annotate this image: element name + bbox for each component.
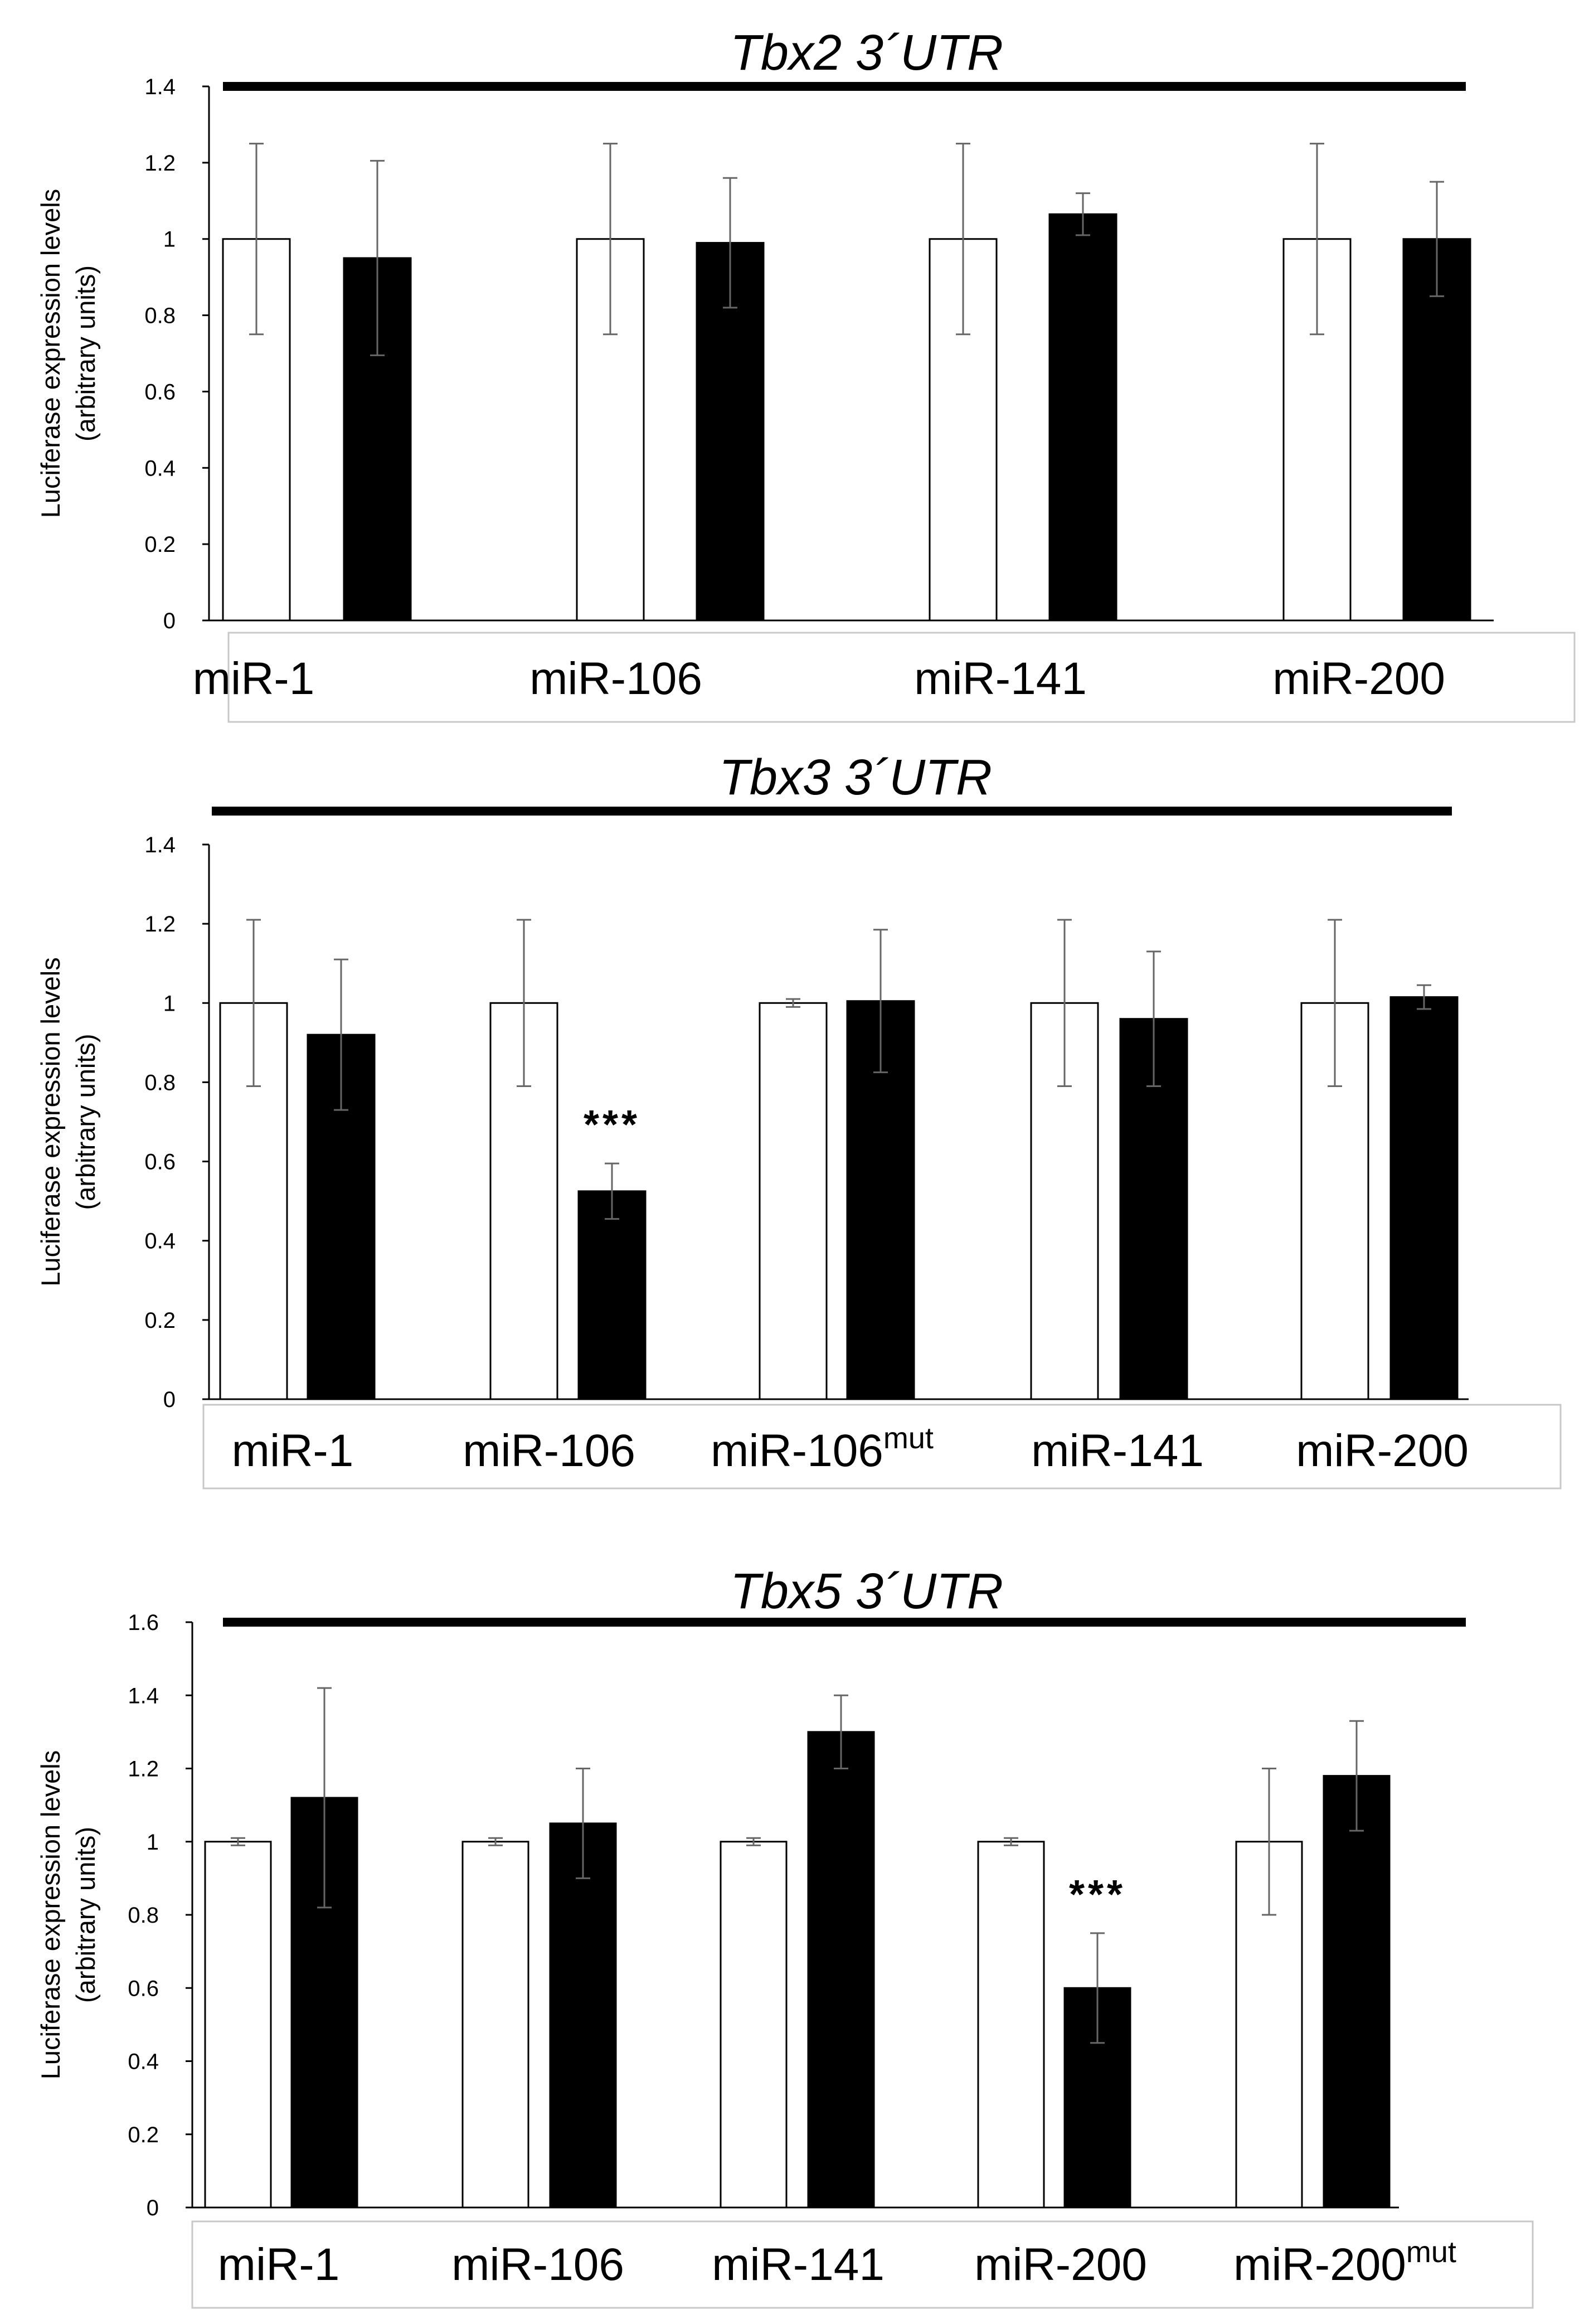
bar-control [204, 1841, 272, 2209]
bar-control [461, 1841, 529, 2209]
category-label: miR-1 [218, 2239, 340, 2290]
bar-miRNA [1323, 1775, 1391, 2209]
y-tick-label: 0.6 [144, 1150, 176, 1175]
category-name: miR-200 [1272, 653, 1445, 704]
category-name: miR-200 [974, 2239, 1147, 2290]
bar-control [977, 1841, 1045, 2209]
chart-title: Tbx5 3´UTR [730, 1564, 1003, 1619]
y-axis-label: Luciferase expression levels [36, 1750, 65, 2079]
y-tick-label: 1 [147, 1830, 159, 1855]
category-label-box [202, 1404, 1562, 1490]
category-label-box [191, 2220, 1534, 2309]
category-name: miR-1 [232, 1425, 354, 1476]
category-label-box [227, 632, 1576, 723]
category-label: miR-1 [232, 1425, 354, 1476]
bar-miRNA [1048, 213, 1117, 622]
bar-miRNA [1063, 1987, 1131, 2209]
y-tick-label: 1 [163, 227, 176, 252]
bar-miRNA [307, 1034, 376, 1400]
y-tick-label: 0.8 [144, 1070, 176, 1095]
y-tick-label: 0.4 [144, 456, 176, 481]
y-tick-label: 0.8 [144, 304, 176, 328]
y-tick-label: 0 [163, 609, 176, 633]
y-tick-label: 1.2 [144, 912, 176, 937]
category-name: miR-200 [1233, 2239, 1406, 2290]
category-label: miR-106 [529, 653, 702, 704]
bar-control [759, 1002, 828, 1400]
chart-title: Tbx3 3´UTR [719, 750, 992, 806]
y-tick-label: 1 [163, 991, 176, 1016]
tbx5-utr-chart: Tbx5 3´UTR 0 0.2 0.4 0.6 0.8 1 1.2 1.4 1.6 Lucifer… [36, 1564, 1534, 2309]
category-label: miR-106 [463, 1425, 635, 1476]
y-tick-label: 0.2 [144, 532, 176, 557]
category-name: miR-106 [463, 1425, 635, 1476]
bar-miRNA [577, 1190, 647, 1400]
category-superscript: mut [1406, 2235, 1456, 2269]
category-superscript: mut [883, 1421, 934, 1455]
y-axis-label: (arbitrary units) [71, 1827, 100, 2003]
y-tick-label: 1.4 [144, 833, 176, 857]
category-name: miR-1 [218, 2239, 340, 2290]
y-tick-label: 0.4 [128, 2050, 159, 2074]
y-tick-label: 0 [147, 2196, 159, 2220]
y-tick-label: 1.2 [144, 151, 176, 176]
category-label: miR-200 [1272, 653, 1445, 704]
tbx3-utr-chart: Tbx3 3´UTR 0 0.2 0.4 0.6 0.8 1 1.2 1.4 Luciferase… [36, 750, 1562, 1490]
chart-title: Tbx2 3´UTR [730, 25, 1003, 81]
y-tick-label: 0.4 [144, 1229, 176, 1254]
category-name: miR-200 [1296, 1425, 1469, 1476]
category-label: miR-200 [974, 2239, 1147, 2290]
category-name: miR-1 [193, 653, 315, 704]
bar-miRNA [290, 1797, 358, 2209]
category-name: miR-141 [1031, 1425, 1204, 1476]
category-name: miR-106 [711, 1425, 883, 1476]
y-axis-label: Luciferase expression levels [36, 957, 65, 1286]
category-name: miR-141 [712, 2239, 885, 2290]
bar-miRNA [1402, 238, 1471, 622]
y-tick-label: 0.6 [128, 1976, 159, 2001]
category-label: miR-106mut [711, 1421, 934, 1476]
y-tick-label: 0.2 [144, 1308, 176, 1333]
category-name: miR-106 [451, 2239, 624, 2290]
y-tick-label: 0.6 [144, 380, 176, 404]
y-axis-label: Luciferase expression levels [36, 189, 65, 518]
y-tick-label: 1.4 [144, 75, 176, 99]
y-axis-label: (arbitrary units) [71, 1034, 100, 1210]
y-tick-label: 1.4 [128, 1683, 159, 1708]
y-tick-label: 0.8 [128, 1903, 159, 1928]
category-label: miR-1 [193, 653, 315, 704]
category-label: miR-141 [712, 2239, 885, 2290]
y-tick-label: 1.6 [128, 1610, 159, 1635]
tbx2-utr-chart: Tbx2 3´UTR 0 0.2 0.4 0.6 0.8 1 1.2 1.4 Luciferase… [36, 25, 1576, 723]
category-name: miR-141 [914, 653, 1087, 704]
bar-control [1282, 238, 1352, 622]
significance-label: *** [1069, 1872, 1126, 1917]
category-label: miR-200mut [1233, 2235, 1456, 2290]
bar-miRNA [807, 1731, 875, 2209]
category-label: miR-141 [1031, 1425, 1204, 1476]
bar-control [720, 1841, 788, 2209]
y-tick-label: 0 [163, 1387, 176, 1412]
y-tick-label: 1.2 [128, 1757, 159, 1782]
significance-label: *** [584, 1103, 640, 1147]
category-label: miR-200 [1296, 1425, 1469, 1476]
category-label: miR-141 [914, 653, 1087, 704]
category-label: miR-106 [451, 2239, 624, 2290]
y-tick-label: 0.2 [128, 2123, 159, 2147]
bar-miRNA [1389, 996, 1459, 1400]
y-axis-label: (arbitrary units) [71, 265, 100, 441]
category-name: miR-106 [529, 653, 702, 704]
bar-miRNA [549, 1822, 617, 2209]
